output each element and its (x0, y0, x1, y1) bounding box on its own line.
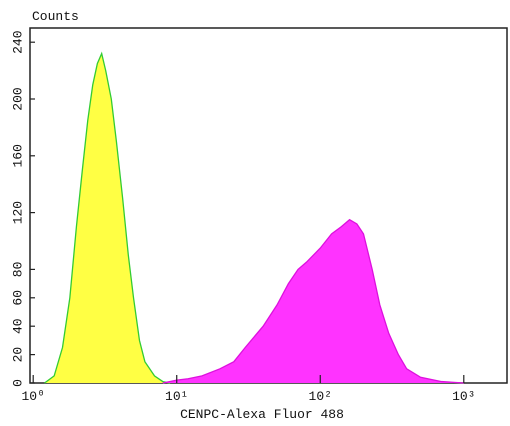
x-tick-label: 10³ (452, 389, 475, 404)
x-tick-label: 10¹ (165, 389, 188, 404)
y-tick-label: 20 (10, 347, 25, 363)
area-outline (162, 218, 464, 384)
area (162, 219, 464, 383)
y-tick-label: 60 (10, 290, 25, 306)
chart-title: Counts (32, 9, 79, 24)
x-axis-label: CENPC-Alexa Fluor 488 (180, 407, 344, 422)
y-tick-label: 120 (10, 201, 25, 224)
x-tick-label: 10² (309, 389, 332, 404)
y-tick-label: 160 (10, 144, 25, 167)
y-tick-label: 80 (10, 262, 25, 278)
area (44, 53, 171, 384)
y-tick-label: 0 (10, 379, 25, 387)
y-tick-label: 40 (10, 318, 25, 334)
area-outline (44, 51, 171, 384)
y-tick-label: 200 (10, 87, 25, 110)
y-tick-label: 240 (10, 30, 25, 53)
x-tick-label: 10⁰ (21, 389, 44, 404)
